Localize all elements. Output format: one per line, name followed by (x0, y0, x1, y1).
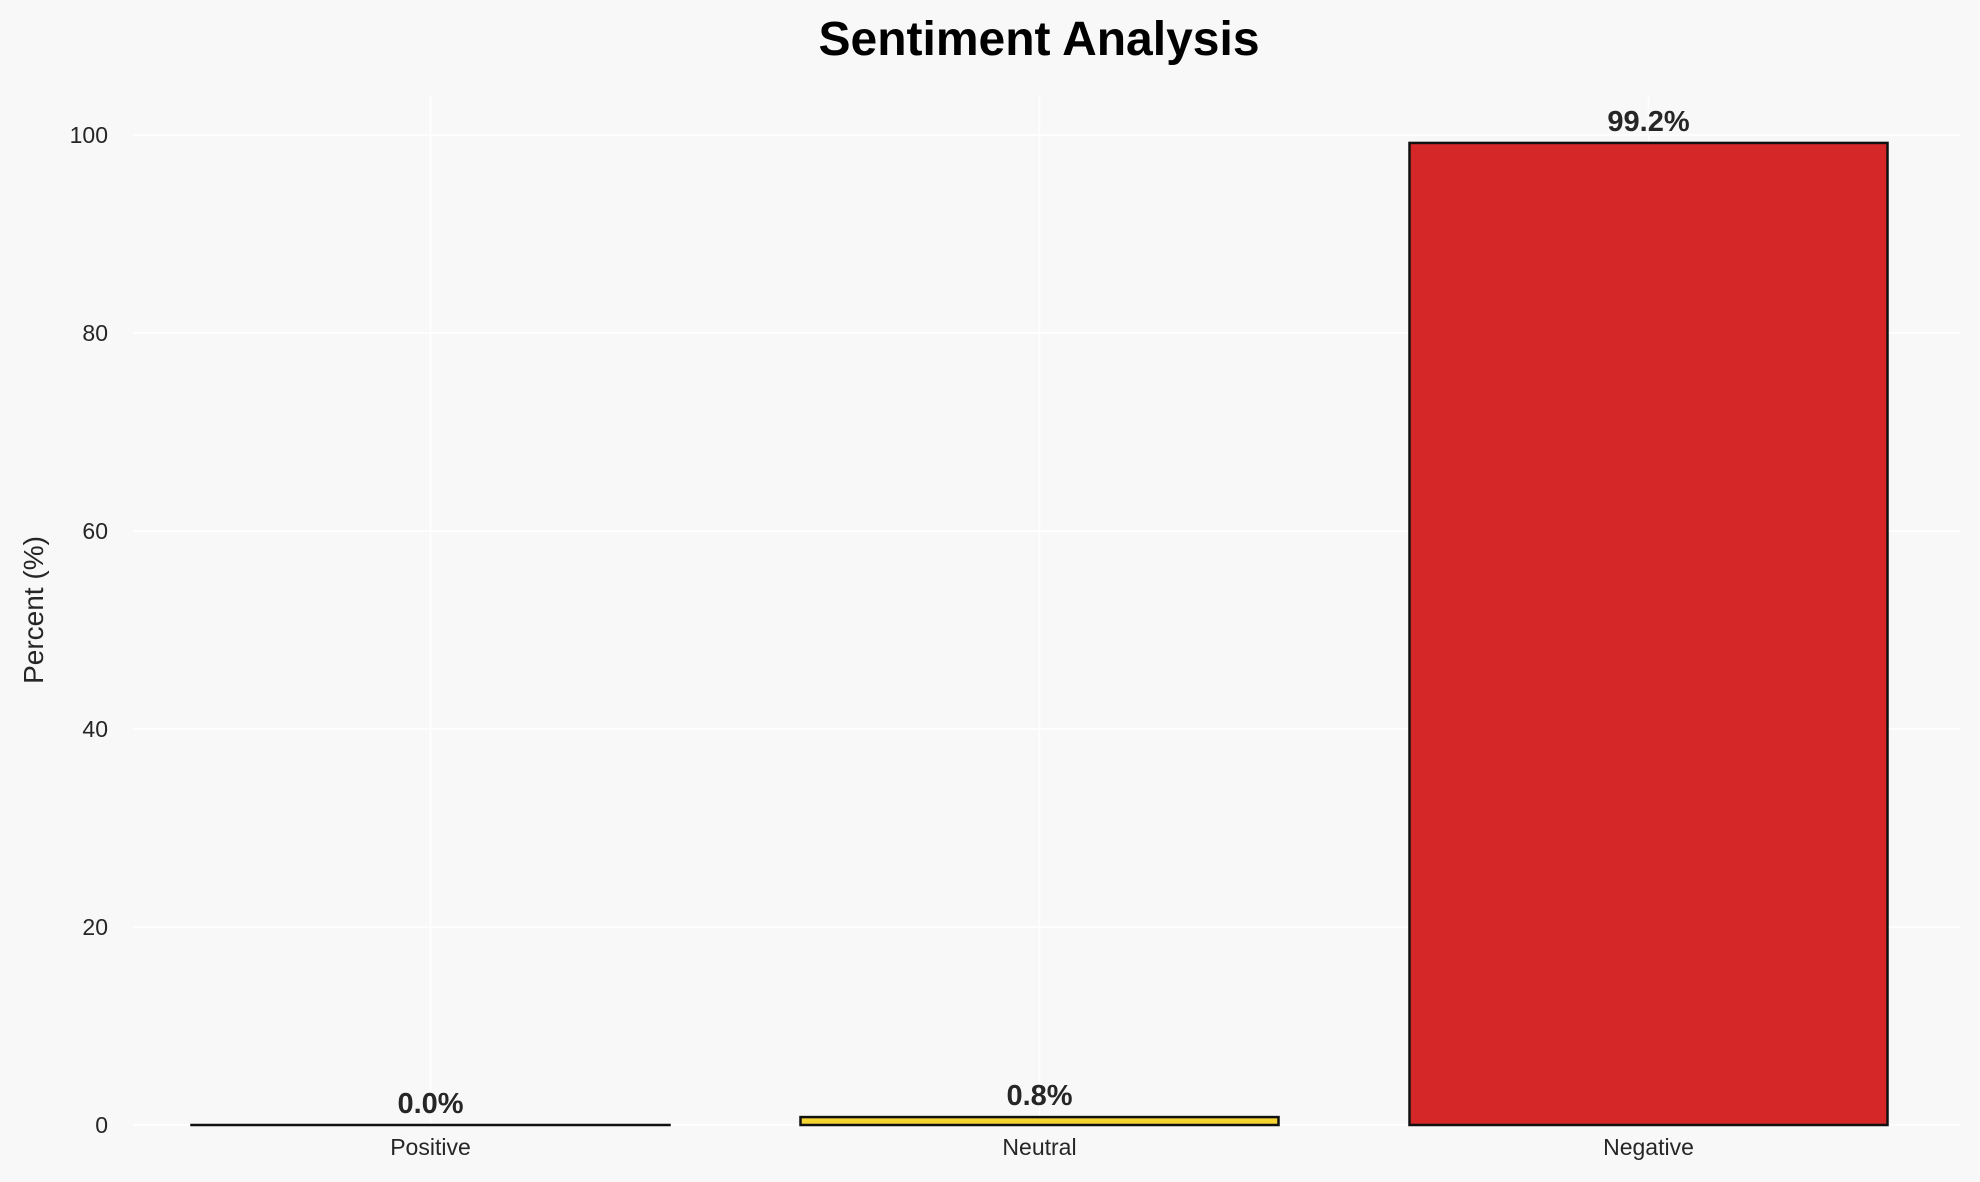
y-tick-label: 20 (82, 914, 108, 940)
y-axis: 0 20 40 60 80 100 (70, 122, 108, 1138)
y-tick-label: 40 (82, 716, 108, 742)
y-tick-label: 80 (82, 320, 108, 346)
y-axis-label: Percent (%) (18, 536, 49, 684)
bars: 0.0% 0.8% 99.2% (190, 106, 1889, 1127)
x-tick-label: Negative (1603, 1134, 1694, 1160)
chart-title: Sentiment Analysis (818, 13, 1259, 66)
x-tick-label: Neutral (1002, 1134, 1076, 1160)
y-tick-label: 60 (82, 518, 108, 544)
data-label: 0.8% (1006, 1080, 1072, 1112)
data-label: 0.0% (397, 1088, 463, 1120)
bar-negative (1408, 141, 1889, 1127)
bar-neutral (799, 1115, 1280, 1127)
y-tick-label: 0 (95, 1112, 108, 1138)
data-label: 99.2% (1607, 106, 1689, 138)
y-tick-label: 100 (70, 122, 108, 148)
x-tick-label: Positive (390, 1134, 471, 1160)
x-axis: Positive Neutral Negative (390, 1134, 1694, 1160)
